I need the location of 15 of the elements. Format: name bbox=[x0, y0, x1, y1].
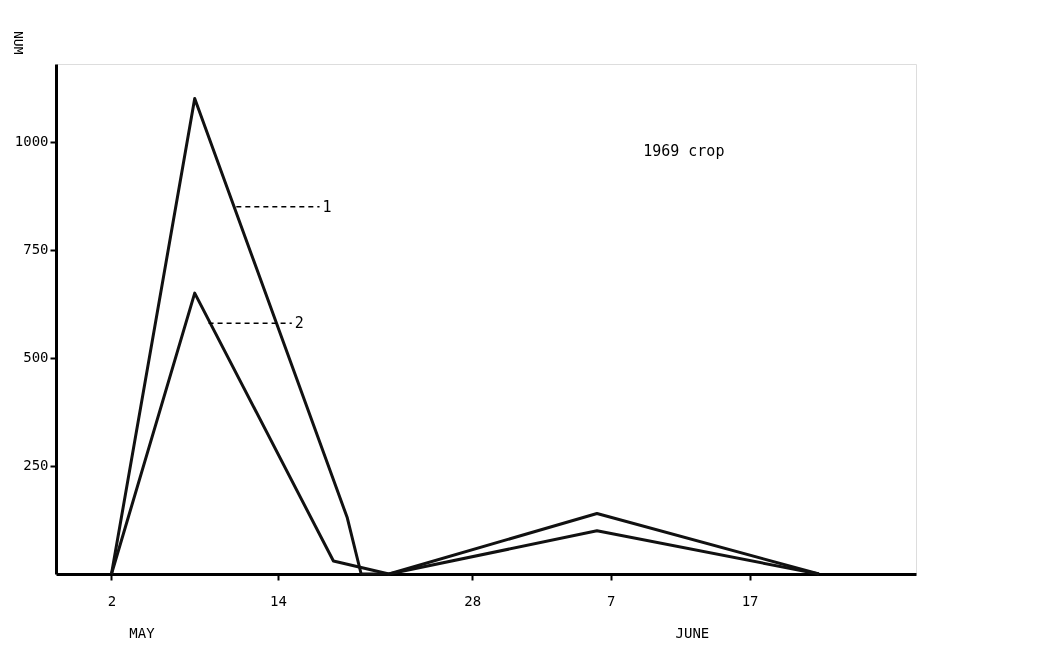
y-tick-label: 750 bbox=[23, 241, 49, 258]
text: MAY bbox=[129, 625, 156, 641]
annotation: 1969 crop bbox=[643, 141, 725, 160]
x-tick-label: 17 bbox=[741, 592, 759, 609]
annotation: 2 bbox=[294, 314, 304, 333]
y-tick-label: 250 bbox=[23, 457, 49, 474]
x-tick-label: 7 bbox=[607, 592, 616, 609]
text: JUNE bbox=[675, 625, 710, 641]
x-tick-label: 28 bbox=[464, 592, 482, 609]
x-tick-label: 14 bbox=[270, 592, 287, 609]
x-tick-label: 2 bbox=[107, 592, 117, 609]
y-tick-label: 500 bbox=[23, 349, 49, 366]
y-tick-label: 1000 bbox=[14, 133, 49, 150]
y-axis-title: NUM bbox=[10, 31, 26, 55]
annotation: 1 bbox=[322, 197, 332, 216]
